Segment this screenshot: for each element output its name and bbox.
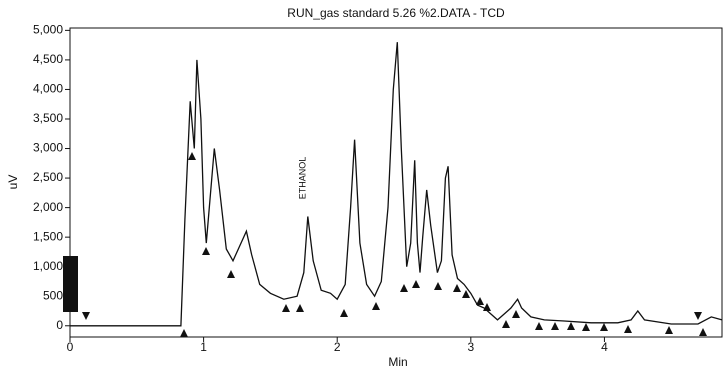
x-axis-label: Min [388, 355, 407, 369]
integration-markers [82, 152, 707, 337]
chart-title: RUN_gas standard 5.26 %2.DATA - TCD [287, 6, 505, 20]
y-tick-label: 4,500 [33, 52, 63, 66]
x-tick-label: 1 [200, 340, 207, 354]
y-tick-label: 2,500 [33, 170, 63, 184]
plot-frame [69, 27, 723, 338]
y-tick-label: 1,000 [33, 259, 63, 273]
y-tick-label: 3,500 [33, 111, 63, 125]
x-tick-label: 4 [601, 340, 608, 354]
y-tick-label: 1,500 [33, 229, 63, 243]
legend-block [63, 256, 78, 312]
peak-annotation: ETHANOL [297, 157, 307, 200]
x-tick-label: 0 [67, 340, 74, 354]
y-axis-label: uV [6, 175, 20, 190]
y-tick-label: 0 [56, 318, 63, 332]
y-tick-label: 3,000 [33, 141, 63, 155]
trace-line [70, 42, 723, 327]
y-tick-label: 500 [43, 288, 63, 302]
axes: 0 500 1,000 1,500 2,000 2,500 3,000 3,500 4,000 4… [33, 23, 723, 354]
x-tick-label: 2 [334, 340, 341, 354]
x-tick-label: 3 [467, 340, 474, 354]
y-tick-label: 2,000 [33, 200, 63, 214]
y-tick-label: 4,000 [33, 82, 63, 96]
y-tick-label: 5,000 [33, 23, 63, 37]
